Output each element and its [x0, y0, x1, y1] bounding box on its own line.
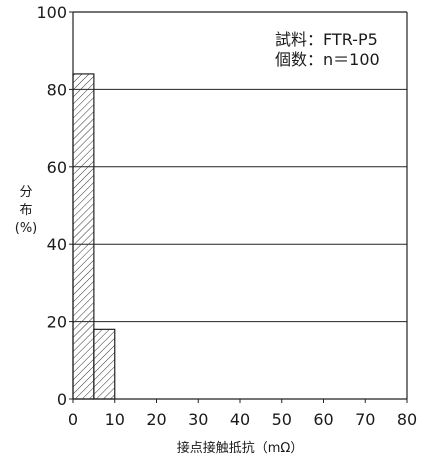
- y-tick-label-100: 100: [36, 3, 67, 22]
- x-tick-label-40: 40: [230, 410, 250, 429]
- y-tick-label-20: 20: [47, 313, 67, 332]
- annotation-sample: 試料：FTR-P5: [275, 30, 378, 49]
- y-tick-label-60: 60: [47, 158, 67, 177]
- y-tick-labels: 0 20 40 60 80 100: [36, 3, 73, 409]
- x-tick-labels: 0 10 20 30 40 50 60 70 80: [68, 399, 417, 429]
- x-tick-label-10: 10: [105, 410, 125, 429]
- x-tick-label-0: 0: [68, 410, 78, 429]
- x-tick-label-50: 50: [272, 410, 292, 429]
- x-tick-label-30: 30: [188, 410, 208, 429]
- bars: [72, 73, 116, 400]
- x-axis-label: 接点接触抵抗（mΩ）: [177, 440, 304, 456]
- y-tick-label-0: 0: [57, 390, 67, 409]
- y-tick-label-40: 40: [47, 235, 67, 254]
- bar-5-10: [93, 328, 116, 400]
- y-axis-label-line-1: 分: [19, 185, 32, 200]
- y-tick-label-80: 80: [47, 80, 67, 99]
- axes: [72, 11, 408, 400]
- y-axis-label-line-2: 布: [19, 203, 32, 218]
- y-axis-label-line-3: (%): [15, 221, 38, 236]
- grid-lines: [73, 88, 407, 323]
- x-tick-label-80: 80: [397, 410, 417, 429]
- x-tick-label-20: 20: [146, 410, 166, 429]
- bar-0-5: [72, 73, 95, 400]
- annotation-count: 個数：n＝100: [275, 50, 380, 69]
- x-tick-label-60: 60: [313, 410, 333, 429]
- x-tick-label-70: 70: [355, 410, 375, 429]
